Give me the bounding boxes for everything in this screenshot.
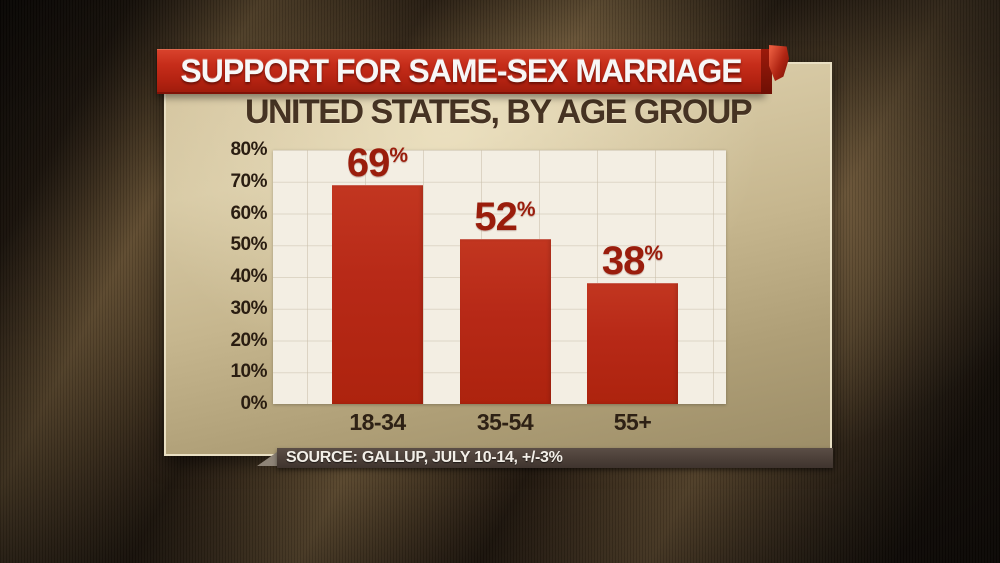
percent-sign: % <box>389 143 409 167</box>
bar-value-label: 38% <box>563 241 703 281</box>
title-banner: SUPPORT FOR SAME-SEX MARRIAGE <box>157 49 765 94</box>
ribbon-fold-icon <box>769 45 789 81</box>
percent-sign: % <box>644 242 664 266</box>
y-tick-label: 80% <box>230 139 267 160</box>
bar-value-number: 69 <box>346 140 390 185</box>
plot-area: 69% 52% 38% <box>273 143 726 404</box>
y-tick-label: 0% <box>240 393 268 414</box>
y-tick-label: 20% <box>230 329 267 351</box>
y-tick-label: 40% <box>230 266 267 287</box>
chart-subtitle: UNITED STATES, BY AGE GROUP <box>244 93 753 131</box>
bar-value-number: 52 <box>474 194 517 239</box>
source-bar-fold <box>257 452 277 466</box>
bar-35-54 <box>459 238 551 404</box>
bar-55+ <box>587 283 678 404</box>
percent-sign: % <box>516 197 536 221</box>
source-bar: SOURCE: GALLUP, JULY 10-14, +/-3% <box>277 448 833 468</box>
y-tick-label: 30% <box>230 297 267 319</box>
x-category-label: 55+ <box>613 409 652 435</box>
bar-value-label: 69% <box>308 143 448 183</box>
y-tick-label: 60% <box>230 202 267 224</box>
y-tick-label: 50% <box>230 234 267 256</box>
x-category-label: 35-54 <box>476 409 534 435</box>
y-tick-label: 70% <box>230 170 267 192</box>
bar-value-label: 52% <box>435 197 575 237</box>
x-category-label: 18-34 <box>349 409 406 435</box>
ribbon-edge <box>761 49 772 94</box>
bar-value-number: 38 <box>601 239 645 284</box>
bar-18-34 <box>332 184 423 404</box>
source-label: SOURCE: GALLUP, JULY 10-14, +/-3% <box>286 449 563 466</box>
page-title: SUPPORT FOR SAME-SEX MARRIAGE <box>180 52 742 89</box>
y-tick-label: 10% <box>230 361 267 383</box>
